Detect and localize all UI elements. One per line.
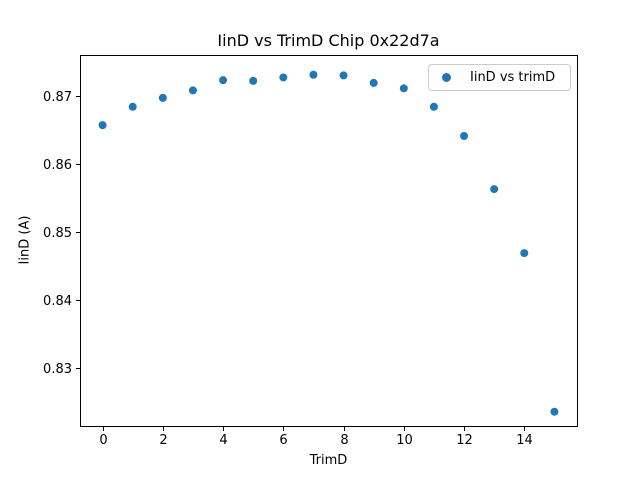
y-tick-label: 0.87 [43, 90, 72, 105]
y-axis-label: IinD (A) [17, 215, 33, 265]
data-point [429, 102, 438, 111]
y-tick-label: 0.85 [43, 226, 72, 241]
x-tick-label: 4 [219, 433, 227, 448]
legend: IinD vs trimD [428, 64, 571, 91]
data-point [490, 185, 499, 194]
x-tick-label: 0 [99, 433, 107, 448]
legend-label: IinD vs trimD [470, 70, 556, 85]
data-point [219, 76, 228, 85]
plot-border [80, 55, 578, 427]
data-point [309, 70, 318, 79]
x-tick-label: 10 [396, 433, 413, 448]
data-point [188, 86, 197, 95]
y-tick-label: 0.83 [43, 362, 72, 377]
legend-marker-icon [442, 73, 451, 82]
data-point [128, 102, 137, 111]
data-point [339, 71, 348, 80]
x-tick-label: 12 [456, 433, 473, 448]
x-tick-label: 2 [159, 433, 167, 448]
x-tick-label: 14 [516, 433, 533, 448]
y-tick-label: 0.86 [43, 158, 72, 173]
data-point [279, 73, 288, 82]
x-axis-label: TrimD [309, 453, 348, 468]
data-point [158, 93, 167, 102]
x-tick-label: 8 [340, 433, 348, 448]
data-point [369, 78, 378, 87]
data-point [460, 132, 469, 141]
chart-title: IinD vs TrimD Chip 0x22d7a [217, 31, 440, 50]
x-tick-label: 6 [279, 433, 287, 448]
data-point [550, 407, 559, 416]
data-point [98, 121, 107, 130]
y-tick-label: 0.84 [43, 294, 72, 309]
data-point [520, 249, 529, 258]
data-point [249, 76, 258, 85]
data-point [399, 84, 408, 93]
